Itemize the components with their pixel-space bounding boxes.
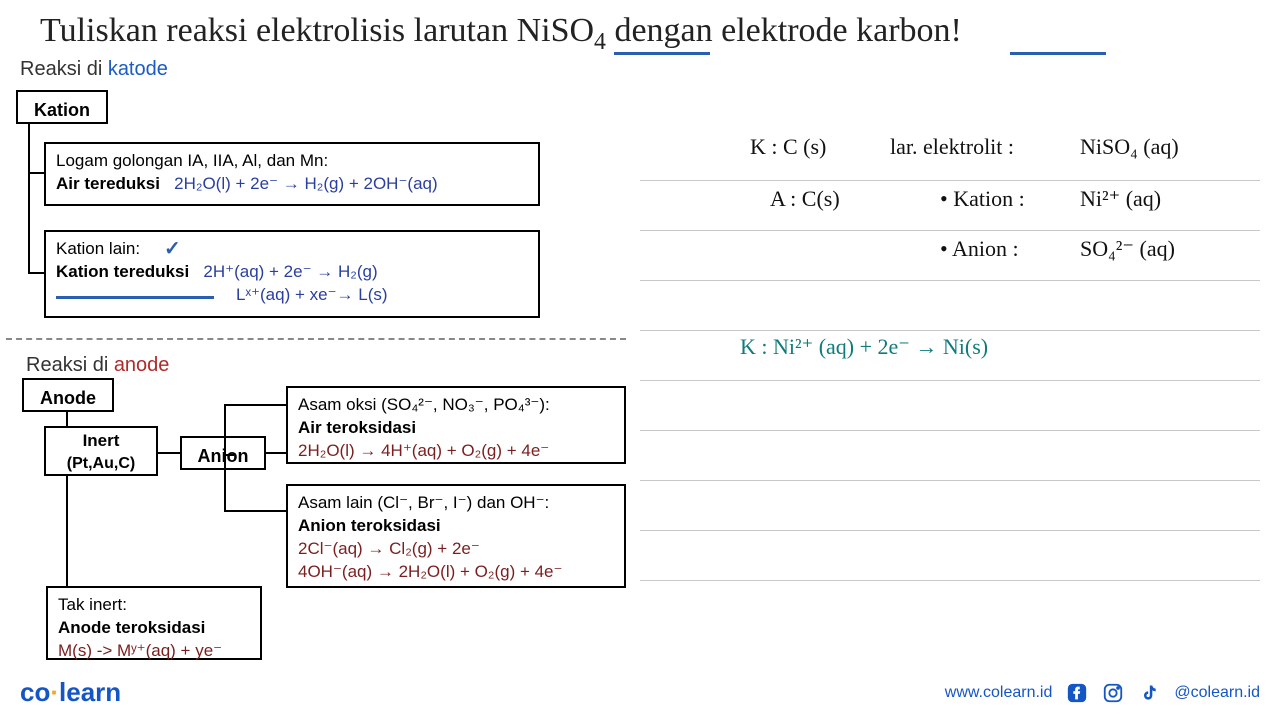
connector-line [66,412,68,426]
connector-line [266,452,286,454]
instagram-icon [1102,682,1124,704]
hw-anion-label: • Anion : [940,236,1019,262]
rule-box-kation-lain: Kation lain: Kation tereduksi 2H⁺(aq) + … [44,230,540,318]
connector-line [28,172,44,174]
connector-line [66,476,68,586]
colearn-logo: co·learn [20,677,121,708]
footer-url: www.colearn.id [945,684,1053,702]
ruled-line [640,480,1260,481]
connector-line [224,454,234,456]
anode-section-label: Reaksi di anode [6,354,169,377]
title-compound-sub: 4 [594,29,606,55]
title-underline [614,52,710,55]
ruled-line [640,430,1260,431]
connector-line [28,124,30,274]
kation-tereduksi-underline [56,296,214,299]
hw-kation-label: • Kation : [940,186,1025,212]
connector-line [158,452,180,454]
hw-ni2: Ni²⁺ (aq) [1080,186,1161,212]
anode-box: Anode [22,378,114,412]
ruled-line [640,580,1260,581]
rule-box-asam-lain: Asam lain (Cl⁻, Br⁻, I⁻) dan OH⁻: Anion … [286,484,626,588]
hw-cathode-eq: K : Ni²⁺ (aq) + 2e⁻ → Ni(s) [740,334,988,360]
title-excl: ! [951,12,962,49]
hw-so4: SO₄²⁻ (aq) [1080,236,1175,262]
title-karbon: karbon [856,12,950,49]
hw-lar: lar. elektrolit : [890,134,1014,160]
footer: co·learn www.colearn.id @colearn.id [20,677,1260,708]
handwriting-area: K : C (s) lar. elektrolit : NiSO₄ (aq) A… [640,130,1260,600]
title-underline [1010,52,1106,55]
ruled-line [640,380,1260,381]
facebook-icon [1066,682,1088,704]
ruled-line [640,230,1260,231]
dashed-separator [6,338,626,340]
ruled-line [640,180,1260,181]
rule-box-tak-inert: Tak inert: Anode teroksidasi M(s) -> Mʸ⁺… [46,586,262,660]
connector-line [224,404,286,406]
inert-box: Inert (Pt,Au,C) [44,426,158,476]
footer-handle: @colearn.id [1174,684,1260,702]
rule-box-group-ia: Logam golongan IA, IIA, Al, dan Mn: Air … [44,142,540,206]
anion-box: Anion [180,436,266,470]
hw-a-electrode: A : C(s) [770,186,840,212]
connector-line [224,404,226,512]
footer-right: www.colearn.id @colearn.id [945,682,1260,704]
connector-line [224,510,286,512]
question-title: Tuliskan reaksi elektrolisis larutan NiS… [0,0,1280,56]
checkmark-icon: ✓ [164,236,181,261]
hw-k-electrode: K : C (s) [750,134,826,160]
rule-box-asam-oksi: Asam oksi (SO₄²⁻, NO₃⁻, PO₄³⁻): Air tero… [286,386,626,464]
title-compound: NiSO [517,12,594,49]
connector-line [28,272,44,274]
katode-section-label: Reaksi di katode [0,58,1280,81]
kation-box: Kation [16,90,108,124]
title-pre: Tuliskan reaksi elektrolisis larutan [40,12,517,49]
ruled-line [640,530,1260,531]
ruled-line [640,330,1260,331]
tiktok-icon [1138,682,1160,704]
hw-niso4: NiSO₄ (aq) [1080,134,1179,160]
ruled-line [640,280,1260,281]
title-mid: dengan elektrode [606,12,856,49]
